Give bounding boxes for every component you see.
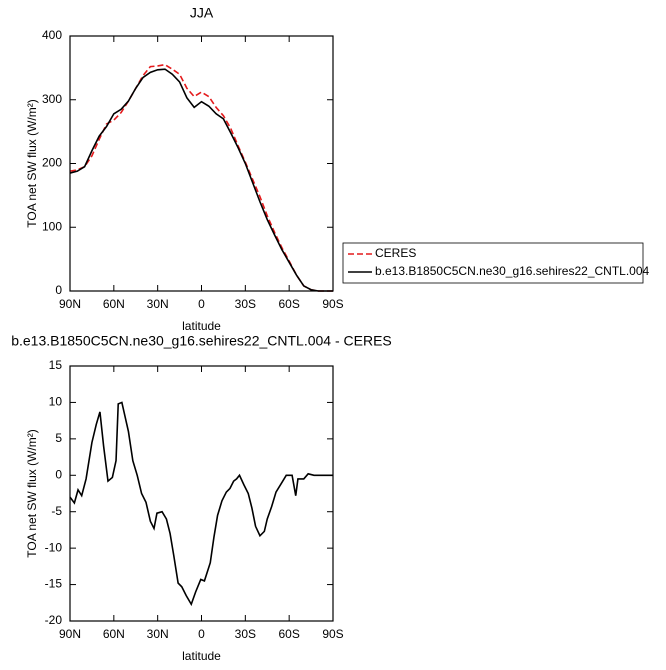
y-tick-label: 15 [49,358,63,372]
plot-frame [69,365,334,622]
y-tick-label: -15 [45,577,63,591]
x-axis-label: latitude [182,649,221,663]
y-tick-label: 300 [42,92,62,106]
x-axis-label: latitude [182,319,221,333]
x-tick-label: 60S [278,297,299,311]
y-tick-label: -10 [45,540,63,554]
chart-title: JJA [190,5,214,21]
x-tick-label: 30N [147,297,169,311]
legend-box [342,242,644,284]
x-tick-label: 0 [198,627,205,641]
y-axis-label: TOA net SW flux (W/m²) [25,99,39,227]
y-tick-label: -20 [45,613,63,627]
plot-frame [69,35,334,292]
chart-title: b.e13.B1850C5CN.ne30_g16.sehires22_CNTL.… [11,333,392,349]
y-tick-label: 200 [42,156,62,170]
y-tick-label: 0 [55,467,62,481]
y-tick-label: -5 [51,504,62,518]
x-tick-label: 30S [235,297,256,311]
legend-label: b.e13.B1850C5CN.ne30_g16.sehires22_CNTL.… [375,264,650,278]
x-tick-label: 60S [278,627,299,641]
y-tick-label: 100 [42,219,62,233]
data-line [69,63,333,292]
data-line [69,68,333,292]
x-tick-label: 0 [198,297,205,311]
x-tick-label: 90S [322,627,343,641]
y-tick-label: 5 [55,431,62,445]
y-axis-label: TOA net SW flux (W/m²) [25,429,39,557]
y-tick-label: 400 [42,28,62,42]
x-tick-label: 90N [59,297,81,311]
x-tick-label: 60N [103,627,125,641]
data-line [69,401,333,607]
x-tick-label: 30N [147,627,169,641]
x-tick-label: 90S [322,297,343,311]
x-tick-label: 60N [103,297,125,311]
y-tick-label: 10 [49,395,63,409]
y-tick-label: 0 [55,283,62,297]
x-tick-label: 90N [59,627,81,641]
legend-label: CERES [375,246,416,260]
x-tick-label: 30S [235,627,256,641]
